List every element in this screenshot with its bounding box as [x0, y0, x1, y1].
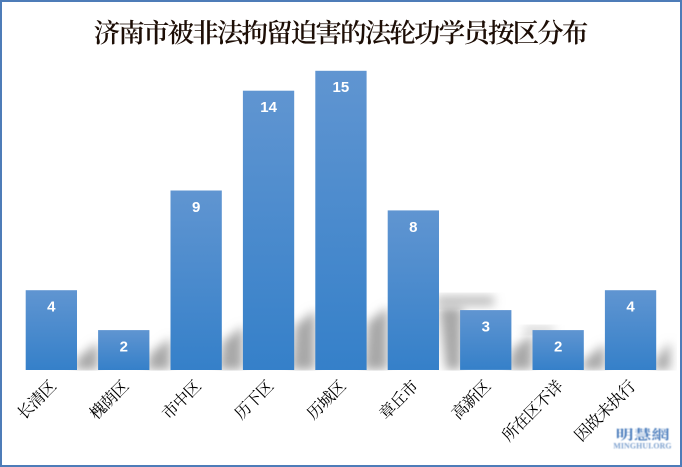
svg-text:9: 9: [192, 199, 200, 216]
svg-text:8: 8: [409, 219, 417, 236]
svg-text:4: 4: [47, 299, 56, 316]
svg-text:3: 3: [482, 319, 490, 336]
svg-text:4: 4: [626, 299, 635, 316]
svg-text:MINGHUI.ORG: MINGHUI.ORG: [613, 441, 671, 450]
svg-text:14: 14: [260, 99, 277, 116]
svg-text:15: 15: [333, 79, 350, 96]
svg-text:2: 2: [554, 339, 562, 356]
svg-text:2: 2: [120, 339, 128, 356]
